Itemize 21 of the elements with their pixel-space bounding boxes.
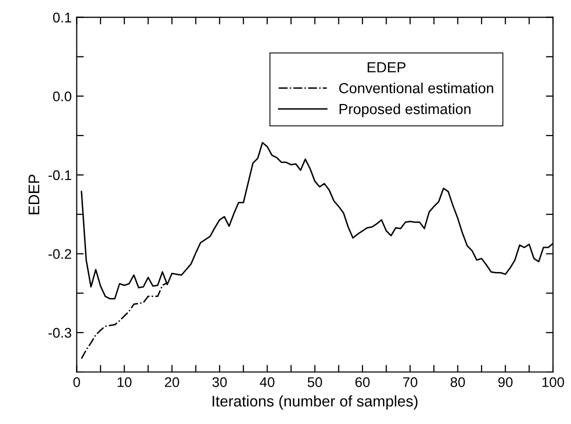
- y-tick-label: 0.0: [53, 91, 72, 102]
- y-tick-label: -0.1: [48, 170, 72, 180]
- x-tick-label: 10: [118, 377, 132, 388]
- legend-label: Conventional estimation: [339, 82, 494, 94]
- x-tick-label: 80: [450, 377, 465, 388]
- x-tick-label: 50: [308, 377, 322, 388]
- x-tick-label: 40: [260, 377, 274, 388]
- x-tick-label: 0: [73, 377, 80, 388]
- y-tick-label: 0.1: [53, 12, 72, 22]
- x-tick-label: 20: [164, 377, 180, 388]
- x-tick-label: 100: [542, 377, 564, 388]
- x-tick-label: 90: [498, 377, 513, 388]
- x-tick-label: 70: [403, 377, 418, 388]
- x-tick-label: 60: [355, 377, 370, 388]
- legend-label: Proposed estimation: [340, 103, 470, 118]
- y-axis-title: EDEP: [28, 174, 40, 214]
- y-tick-label: -0.3: [48, 328, 72, 338]
- x-axis-title: Iterations (number of samples): [212, 395, 418, 410]
- x-tick-label: 30: [212, 377, 227, 388]
- y-tick-label: -0.2: [48, 249, 72, 259]
- legend-title: EDEP: [368, 62, 406, 72]
